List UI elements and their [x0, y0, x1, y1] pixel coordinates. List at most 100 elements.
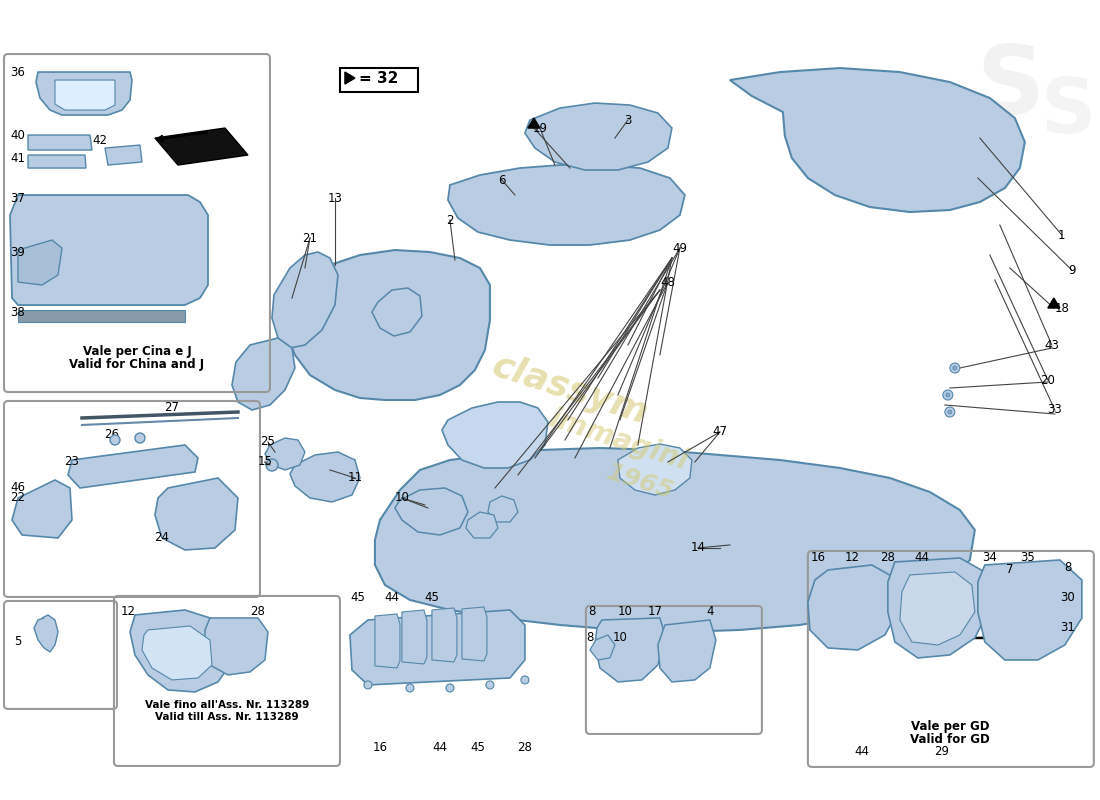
Circle shape — [943, 390, 953, 400]
Polygon shape — [595, 618, 664, 682]
Text: 29: 29 — [934, 746, 949, 758]
Text: S: S — [976, 42, 1044, 134]
Polygon shape — [285, 250, 490, 400]
Text: 10: 10 — [617, 606, 632, 618]
Polygon shape — [34, 615, 58, 652]
Text: 1: 1 — [1058, 229, 1066, 242]
Circle shape — [486, 681, 494, 689]
Text: 5: 5 — [14, 635, 22, 649]
Polygon shape — [36, 72, 132, 115]
Text: 44: 44 — [432, 742, 448, 754]
Text: 38: 38 — [11, 306, 25, 318]
Text: 11: 11 — [348, 471, 362, 485]
Text: Valid till Ass. Nr. 113289: Valid till Ass. Nr. 113289 — [155, 712, 299, 722]
Text: 8: 8 — [586, 631, 594, 645]
Polygon shape — [18, 310, 185, 322]
Text: immagini: immagini — [544, 404, 691, 476]
Polygon shape — [442, 402, 548, 468]
Polygon shape — [888, 558, 990, 658]
Text: Vale per GD: Vale per GD — [911, 720, 989, 733]
Polygon shape — [68, 445, 198, 488]
Text: 3: 3 — [624, 114, 631, 126]
Text: 35: 35 — [1021, 551, 1035, 565]
Circle shape — [446, 684, 454, 692]
Polygon shape — [730, 68, 1025, 212]
Polygon shape — [1048, 298, 1059, 308]
Text: 9: 9 — [1068, 263, 1076, 277]
Text: 39: 39 — [11, 246, 25, 258]
Polygon shape — [10, 195, 208, 305]
Text: 45: 45 — [351, 591, 365, 605]
Polygon shape — [488, 496, 518, 522]
Polygon shape — [900, 572, 975, 645]
Polygon shape — [28, 155, 86, 168]
Text: 45: 45 — [471, 742, 485, 754]
Circle shape — [945, 407, 955, 417]
Polygon shape — [130, 610, 230, 692]
Text: 14: 14 — [691, 542, 705, 554]
Polygon shape — [104, 145, 142, 165]
Text: 41: 41 — [11, 151, 25, 165]
Polygon shape — [372, 288, 422, 336]
Polygon shape — [375, 614, 400, 668]
Polygon shape — [350, 610, 525, 685]
Text: 8: 8 — [588, 606, 595, 618]
Text: 34: 34 — [982, 551, 998, 565]
Polygon shape — [272, 252, 338, 348]
Polygon shape — [525, 103, 672, 170]
Text: 7: 7 — [1006, 563, 1013, 577]
Text: 22: 22 — [11, 491, 25, 505]
Circle shape — [953, 366, 957, 370]
Circle shape — [406, 684, 414, 692]
Text: 47: 47 — [713, 426, 727, 438]
Text: 42: 42 — [92, 134, 108, 146]
Text: 6: 6 — [498, 174, 506, 186]
Polygon shape — [155, 478, 238, 550]
Polygon shape — [12, 480, 72, 538]
Text: 48: 48 — [660, 275, 675, 289]
Text: 36: 36 — [11, 66, 25, 78]
Text: 37: 37 — [11, 191, 25, 205]
Polygon shape — [375, 448, 975, 632]
Text: 31: 31 — [1060, 622, 1076, 634]
Polygon shape — [432, 608, 456, 662]
Text: 28: 28 — [880, 551, 895, 565]
Text: 45: 45 — [425, 591, 439, 605]
Text: 21: 21 — [302, 231, 318, 245]
Polygon shape — [658, 620, 716, 682]
Circle shape — [950, 363, 960, 373]
Polygon shape — [395, 488, 468, 535]
Polygon shape — [265, 438, 305, 470]
Text: 17: 17 — [648, 606, 662, 618]
Circle shape — [110, 435, 120, 445]
Text: 28: 28 — [517, 742, 532, 754]
Circle shape — [948, 410, 951, 414]
Polygon shape — [232, 338, 295, 410]
Text: 44: 44 — [384, 591, 399, 605]
Text: 33: 33 — [1047, 403, 1063, 417]
Text: 23: 23 — [65, 455, 79, 469]
Text: 1965: 1965 — [603, 460, 676, 504]
Polygon shape — [402, 610, 427, 664]
Text: 12: 12 — [121, 606, 135, 618]
Text: classym: classym — [487, 349, 652, 431]
Text: Vale per Cina e J: Vale per Cina e J — [82, 345, 191, 358]
Text: 2: 2 — [447, 214, 453, 226]
Circle shape — [266, 459, 278, 471]
Text: 26: 26 — [104, 429, 120, 442]
Text: 18: 18 — [1055, 302, 1069, 314]
Text: 49: 49 — [672, 242, 688, 254]
Polygon shape — [462, 607, 487, 661]
Text: 20: 20 — [1041, 374, 1055, 386]
Text: 44: 44 — [914, 551, 929, 565]
Polygon shape — [142, 626, 212, 680]
Text: 4: 4 — [706, 606, 714, 618]
Text: 13: 13 — [328, 191, 342, 205]
Text: 30: 30 — [1060, 591, 1075, 605]
Circle shape — [135, 433, 145, 443]
Text: 8: 8 — [1064, 562, 1071, 574]
Text: 28: 28 — [251, 606, 265, 618]
Text: 46: 46 — [11, 482, 25, 494]
Text: 10: 10 — [613, 631, 627, 645]
Polygon shape — [18, 240, 62, 285]
